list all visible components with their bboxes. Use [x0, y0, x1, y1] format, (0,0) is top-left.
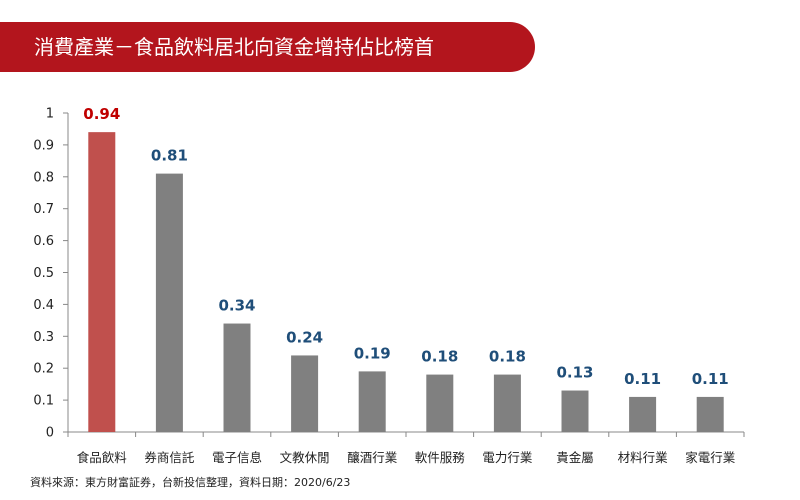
data-label-9: 0.11 — [692, 370, 729, 388]
data-label-7: 0.13 — [556, 364, 593, 382]
y-tick-label: 0.8 — [33, 170, 54, 185]
bars — [88, 132, 724, 433]
y-tick-label: 0.2 — [33, 362, 54, 377]
bar-7 — [561, 390, 589, 432]
category-label-9: 家電行業 — [685, 450, 736, 465]
y-tick-label: 0.5 — [33, 266, 54, 281]
y-tick-label: 0 — [46, 426, 54, 441]
category-label-3: 文教休閒 — [280, 450, 330, 465]
y-tick-label: 0.4 — [33, 298, 54, 313]
data-label-0: 0.94 — [83, 105, 120, 123]
y-axis: 0 0.1 0.2 0.3 0.4 0.5 0.6 0.7 0.8 0.9 1 — [33, 107, 69, 441]
y-tick-label: 0.7 — [33, 202, 54, 217]
category-label-2: 電子信息 — [212, 450, 262, 465]
data-label-4: 0.19 — [354, 344, 391, 362]
bar-8 — [629, 396, 657, 432]
y-tick-label: 0.6 — [33, 234, 54, 249]
bar-3 — [291, 355, 319, 432]
data-label-3: 0.24 — [286, 328, 323, 346]
chart-title: 消費產業－食品飲料居北向資金增持佔比榜首 — [34, 35, 434, 59]
category-label-7: 貴金屬 — [556, 450, 594, 465]
category-label-6: 電力行業 — [482, 450, 533, 465]
y-tick-label: 0.3 — [33, 330, 54, 345]
category-label-5: 軟件服務 — [415, 450, 466, 465]
x-axis — [67, 431, 745, 437]
bar-6 — [493, 374, 521, 432]
category-label-8: 材料行業 — [618, 450, 669, 465]
bar-2 — [223, 323, 251, 432]
bar-chart: 00.10.20.30.40.50.60.70.80.91 0.940.810.… — [33, 105, 745, 465]
data-labels: 0.94 0.81 0.34 0.24 0.19 0.18 0.18 0.13 0.11 0.11 — [83, 105, 728, 388]
data-label-2: 0.34 — [218, 297, 255, 315]
category-label-4: 釀酒行業 — [347, 450, 398, 465]
y-tick-label: 0.1 — [33, 394, 54, 409]
data-label-8: 0.11 — [624, 370, 661, 388]
data-label-1: 0.81 — [151, 147, 188, 165]
bar-9 — [696, 396, 724, 432]
y-tick-label: 0.9 — [33, 138, 54, 153]
data-label-6: 0.18 — [489, 348, 526, 366]
category-label-0: 食品飲料 — [77, 450, 128, 465]
chart-title-banner: 消費產業－食品飲料居北向資金增持佔比榜首 — [0, 22, 535, 72]
bar-1 — [155, 173, 183, 433]
data-label-5: 0.18 — [421, 348, 458, 366]
y-tick-label: 1 — [46, 107, 54, 122]
bar-4 — [358, 371, 386, 432]
bar-5 — [426, 374, 454, 432]
category-labels: 食品飲料 券商信託 電子信息 文教休閒 釀酒行業 軟件服務 電力行業 貴金屬 材料行業 家電行業 — [77, 450, 736, 465]
source-note: 資料來源：東方財富証券，台新投信整理，資料日期：2020/6/23 — [30, 476, 351, 489]
category-label-1: 券商信託 — [144, 450, 195, 465]
bar-0 — [88, 132, 116, 432]
